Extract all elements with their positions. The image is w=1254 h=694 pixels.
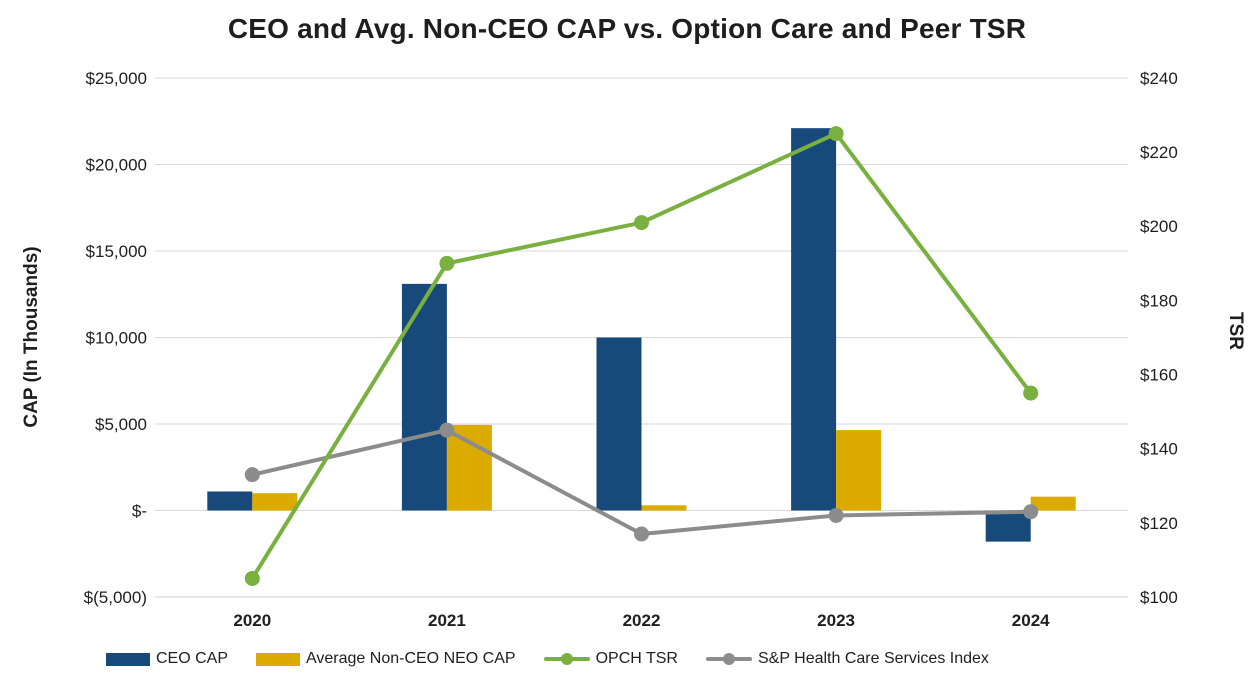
- bar-series-group: [207, 128, 1076, 542]
- bar-ceo-cap-2022: [596, 337, 642, 511]
- marker-opch-tsr-2021: [439, 255, 455, 271]
- right-axis-tick-label: $140: [1140, 440, 1178, 459]
- right-axis-tick-label: $160: [1140, 366, 1178, 385]
- bar-ceo-cap-2021: [401, 283, 447, 511]
- bar-average-non-ceo-neo-cap-2022: [641, 505, 687, 511]
- left-axis-tick-label: $20,000: [86, 155, 147, 174]
- marker-opch-tsr-2024: [1023, 385, 1039, 401]
- x-axis-labels: 2020 2021 2022 2023 2024: [233, 611, 1050, 630]
- marker-s-p-health-care-services-index-2022: [634, 526, 649, 542]
- right-axis-tick-label: $220: [1140, 143, 1178, 162]
- legend-label-opch-tsr: OPCH TSR: [595, 650, 678, 667]
- legend-swatch-opch-tsr-marker: [560, 653, 573, 665]
- x-axis-label-2023: 2023: [817, 611, 855, 630]
- left-axis-tick-label: $15,000: [86, 242, 147, 261]
- bar-ceo-cap-2024: [985, 510, 1031, 542]
- legend-swatch-ceo-cap-bar: [106, 652, 150, 666]
- legend-label-avg-non-ceo-cap: Average Non-CEO NEO CAP: [306, 650, 516, 667]
- right-axis-tick-label: $120: [1140, 514, 1178, 533]
- marker-opch-tsr-2023: [828, 126, 844, 142]
- bar-ceo-cap-2023: [791, 128, 837, 511]
- bar-average-non-ceo-neo-cap-2023: [836, 430, 882, 511]
- marker-s-p-health-care-services-index-2020: [244, 467, 260, 483]
- x-axis-label-2020: 2020: [233, 611, 271, 630]
- legend: CEO CAP Average Non-CEO NEO CAP OPCH TSR…: [0, 650, 1254, 668]
- right-axis-tick-label: $200: [1140, 217, 1178, 236]
- marker-s-p-health-care-services-index-2023: [828, 507, 844, 523]
- right-axis-tick-label: $240: [1140, 69, 1178, 88]
- left-axis-tick-label: $5,000: [95, 415, 147, 434]
- line-series-group: [244, 126, 1039, 586]
- right-axis-tick-label: $100: [1140, 588, 1178, 607]
- right-axis-title: TSR: [1225, 312, 1246, 350]
- bar-ceo-cap-2020: [207, 491, 253, 511]
- legend-swatch-sp-index-marker: [722, 653, 735, 665]
- bar-average-non-ceo-neo-cap-2021: [446, 424, 492, 511]
- legend-swatch-avg-non-ceo-cap-bar: [256, 652, 301, 666]
- right-axis-tick-label: $180: [1140, 291, 1178, 310]
- plot-area: $25,000 $20,000 $15,000 $10,000 $5,000 $- $(5,…: [21, 69, 1246, 630]
- left-axis-tick-label: $25,000: [86, 69, 147, 88]
- left-axis-title: CAP (In Thousands): [21, 246, 42, 427]
- chart-title: CEO and Avg. Non-CEO CAP vs. Option Care…: [227, 13, 1027, 44]
- legend-item-opch-tsr: OPCH TSR: [543, 650, 678, 668]
- x-axis-label-2021: 2021: [428, 611, 466, 630]
- legend-item-sp-health-care-services-index: S&P Health Care Services Index: [705, 650, 989, 668]
- marker-opch-tsr-2020: [244, 570, 260, 586]
- right-axis-tick-labels: $240 $220 $200 $180 $160 $140 $120 $100: [1140, 69, 1178, 607]
- left-axis-tick-labels: $25,000 $20,000 $15,000 $10,000 $5,000 $- $(5,…: [84, 69, 147, 607]
- marker-s-p-health-care-services-index-2021: [439, 422, 455, 438]
- left-axis-tick-label: $(5,000): [84, 588, 147, 607]
- legend-label-ceo-cap: CEO CAP: [156, 650, 229, 667]
- left-axis-tick-label: $-: [132, 501, 147, 520]
- x-axis-label-2024: 2024: [1012, 611, 1050, 630]
- left-axis-tick-label: $10,000: [86, 328, 147, 347]
- legend-swatch-sp-index-line: [705, 653, 752, 665]
- marker-s-p-health-care-services-index-2024: [1023, 504, 1039, 520]
- x-axis-label-2022: 2022: [623, 611, 661, 630]
- legend-swatch-opch-tsr-line: [543, 653, 590, 665]
- legend-item-avg-non-ceo-cap: Average Non-CEO NEO CAP: [256, 650, 516, 668]
- legend-item-ceo-cap: CEO CAP: [106, 650, 228, 668]
- legend-label-sp-index: S&P Health Care Services Index: [757, 650, 989, 667]
- marker-opch-tsr-2022: [634, 215, 649, 231]
- bar-average-non-ceo-neo-cap-2020: [252, 493, 298, 511]
- bar-average-non-ceo-neo-cap-2024: [1030, 496, 1076, 511]
